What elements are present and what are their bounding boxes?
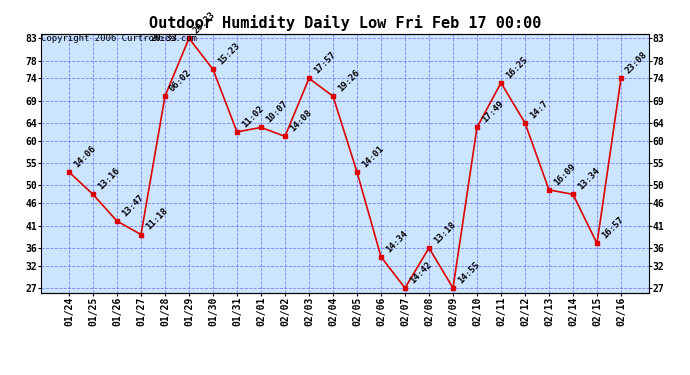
Text: 14:34: 14:34 [384, 229, 409, 254]
Text: 14:55: 14:55 [456, 260, 481, 285]
Text: 16:57: 16:57 [600, 215, 625, 241]
Text: 16:09: 16:09 [552, 162, 577, 187]
Text: 17:57: 17:57 [312, 50, 337, 76]
Title: Outdoor Humidity Daily Low Fri Feb 17 00:00: Outdoor Humidity Daily Low Fri Feb 17 00… [149, 15, 541, 31]
Text: 16:25: 16:25 [504, 55, 529, 80]
Text: 19:26: 19:26 [336, 68, 361, 93]
Text: 20:33: 20:33 [150, 34, 177, 43]
Text: 11:18: 11:18 [144, 206, 169, 232]
Text: 14:08: 14:08 [288, 108, 313, 134]
Text: 13:18: 13:18 [432, 220, 457, 245]
Text: 14:7: 14:7 [528, 99, 549, 120]
Text: 13:34: 13:34 [575, 166, 601, 192]
Text: 20:33: 20:33 [192, 10, 217, 35]
Text: 15:23: 15:23 [216, 41, 241, 67]
Text: 23:08: 23:08 [624, 50, 649, 76]
Text: 11:02: 11:02 [240, 104, 265, 129]
Text: 17:49: 17:49 [480, 99, 505, 124]
Text: 13:47: 13:47 [120, 193, 145, 218]
Text: 06:02: 06:02 [168, 68, 193, 93]
Text: 14:06: 14:06 [72, 144, 97, 169]
Text: 14:01: 14:01 [359, 144, 385, 169]
Text: 13:16: 13:16 [96, 166, 121, 192]
Text: Copyright 2006 Curtronics.com: Copyright 2006 Curtronics.com [41, 34, 197, 43]
Text: 10:07: 10:07 [264, 99, 289, 124]
Text: 14:42: 14:42 [408, 260, 433, 285]
